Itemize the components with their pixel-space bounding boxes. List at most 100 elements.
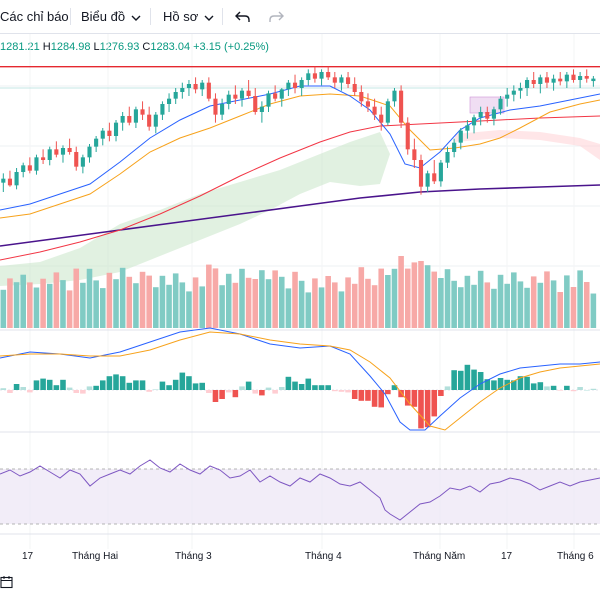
profile-menu-button[interactable]: Hồ sơ: [163, 0, 214, 33]
candle[interactable]: [226, 94, 231, 104]
candle[interactable]: [113, 122, 119, 136]
candle[interactable]: [266, 93, 271, 107]
candle[interactable]: [220, 104, 225, 115]
candle[interactable]: [306, 73, 311, 80]
candle[interactable]: [346, 77, 351, 84]
candle[interactable]: [458, 130, 463, 143]
chart-canvas[interactable]: [0, 34, 600, 549]
candle[interactable]: [286, 82, 291, 90]
candle[interactable]: [213, 98, 218, 115]
candle[interactable]: [445, 152, 450, 163]
candle[interactable]: [385, 101, 390, 123]
candle[interactable]: [478, 112, 483, 118]
candle[interactable]: [27, 165, 32, 171]
candle[interactable]: [60, 148, 66, 155]
candle[interactable]: [253, 96, 258, 112]
candle[interactable]: [438, 162, 443, 182]
candle[interactable]: [186, 84, 192, 88]
candle[interactable]: [193, 84, 198, 90]
calendar-icon[interactable]: [0, 575, 14, 589]
candle[interactable]: [167, 98, 172, 104]
candle[interactable]: [206, 82, 211, 99]
candle[interactable]: [485, 112, 490, 119]
candle[interactable]: [54, 149, 59, 155]
chart-menu-button[interactable]: Biểu đồ: [81, 0, 141, 33]
candle[interactable]: [153, 114, 158, 127]
candle[interactable]: [392, 90, 397, 102]
candle[interactable]: [74, 152, 79, 167]
candle[interactable]: [551, 78, 556, 83]
candle[interactable]: [147, 114, 152, 127]
candle[interactable]: [571, 74, 576, 80]
candle[interactable]: [173, 92, 178, 99]
candle[interactable]: [584, 76, 589, 79]
candle[interactable]: [365, 101, 371, 107]
candle[interactable]: [339, 77, 344, 83]
candle[interactable]: [127, 116, 132, 123]
candle[interactable]: [405, 122, 410, 150]
legend-change: +3.15 (+0.25%): [193, 41, 269, 53]
candle[interactable]: [273, 93, 278, 99]
candle[interactable]: [591, 78, 596, 82]
candle[interactable]: [379, 114, 384, 123]
undo-icon[interactable]: [235, 10, 251, 23]
candle[interactable]: [326, 72, 331, 78]
candle[interactable]: [7, 178, 12, 186]
candle[interactable]: [233, 94, 238, 99]
candle[interactable]: [452, 142, 457, 152]
candle[interactable]: [558, 78, 563, 82]
candle[interactable]: [319, 72, 324, 79]
indicators-button[interactable]: Các chỉ báo: [0, 0, 69, 33]
candle[interactable]: [465, 125, 470, 131]
candle[interactable]: [372, 106, 377, 115]
candle[interactable]: [1, 178, 6, 183]
candle[interactable]: [87, 146, 92, 158]
candle[interactable]: [352, 84, 357, 92]
candle[interactable]: [239, 90, 245, 99]
candle[interactable]: [432, 173, 437, 182]
candle[interactable]: [299, 80, 304, 88]
candle[interactable]: [279, 89, 284, 99]
candle[interactable]: [100, 130, 105, 139]
rsi-band: [0, 469, 600, 524]
candle[interactable]: [246, 90, 251, 96]
candle[interactable]: [94, 138, 99, 147]
redo-icon[interactable]: [268, 10, 284, 23]
candle[interactable]: [80, 157, 85, 167]
candle[interactable]: [21, 165, 26, 172]
candle[interactable]: [505, 94, 510, 99]
candle[interactable]: [332, 77, 337, 83]
candle[interactable]: [67, 148, 72, 152]
candle[interactable]: [292, 82, 298, 88]
candle[interactable]: [425, 173, 430, 187]
candle[interactable]: [564, 74, 569, 82]
candle[interactable]: [511, 90, 516, 95]
candle[interactable]: [120, 116, 125, 123]
candle[interactable]: [412, 149, 417, 160]
candle[interactable]: [399, 90, 404, 123]
candle[interactable]: [491, 109, 496, 119]
candle[interactable]: [418, 160, 424, 187]
candle[interactable]: [34, 157, 39, 171]
candle[interactable]: [14, 172, 19, 186]
candle[interactable]: [41, 157, 46, 160]
candle[interactable]: [544, 77, 550, 83]
candle[interactable]: [160, 104, 165, 115]
candle[interactable]: [47, 149, 52, 160]
candle[interactable]: [538, 77, 543, 84]
candle[interactable]: [498, 98, 503, 110]
candle[interactable]: [259, 106, 264, 112]
macd-bar: [385, 390, 391, 395]
candle[interactable]: [133, 109, 138, 123]
candle[interactable]: [525, 80, 530, 88]
candle[interactable]: [200, 82, 205, 90]
candle[interactable]: [518, 88, 523, 91]
candle[interactable]: [312, 73, 317, 79]
candle[interactable]: [531, 80, 536, 84]
candle[interactable]: [471, 117, 477, 126]
candle[interactable]: [578, 76, 583, 80]
candle[interactable]: [180, 88, 185, 92]
candle[interactable]: [107, 130, 112, 136]
candle[interactable]: [359, 92, 364, 102]
candle[interactable]: [140, 109, 145, 115]
